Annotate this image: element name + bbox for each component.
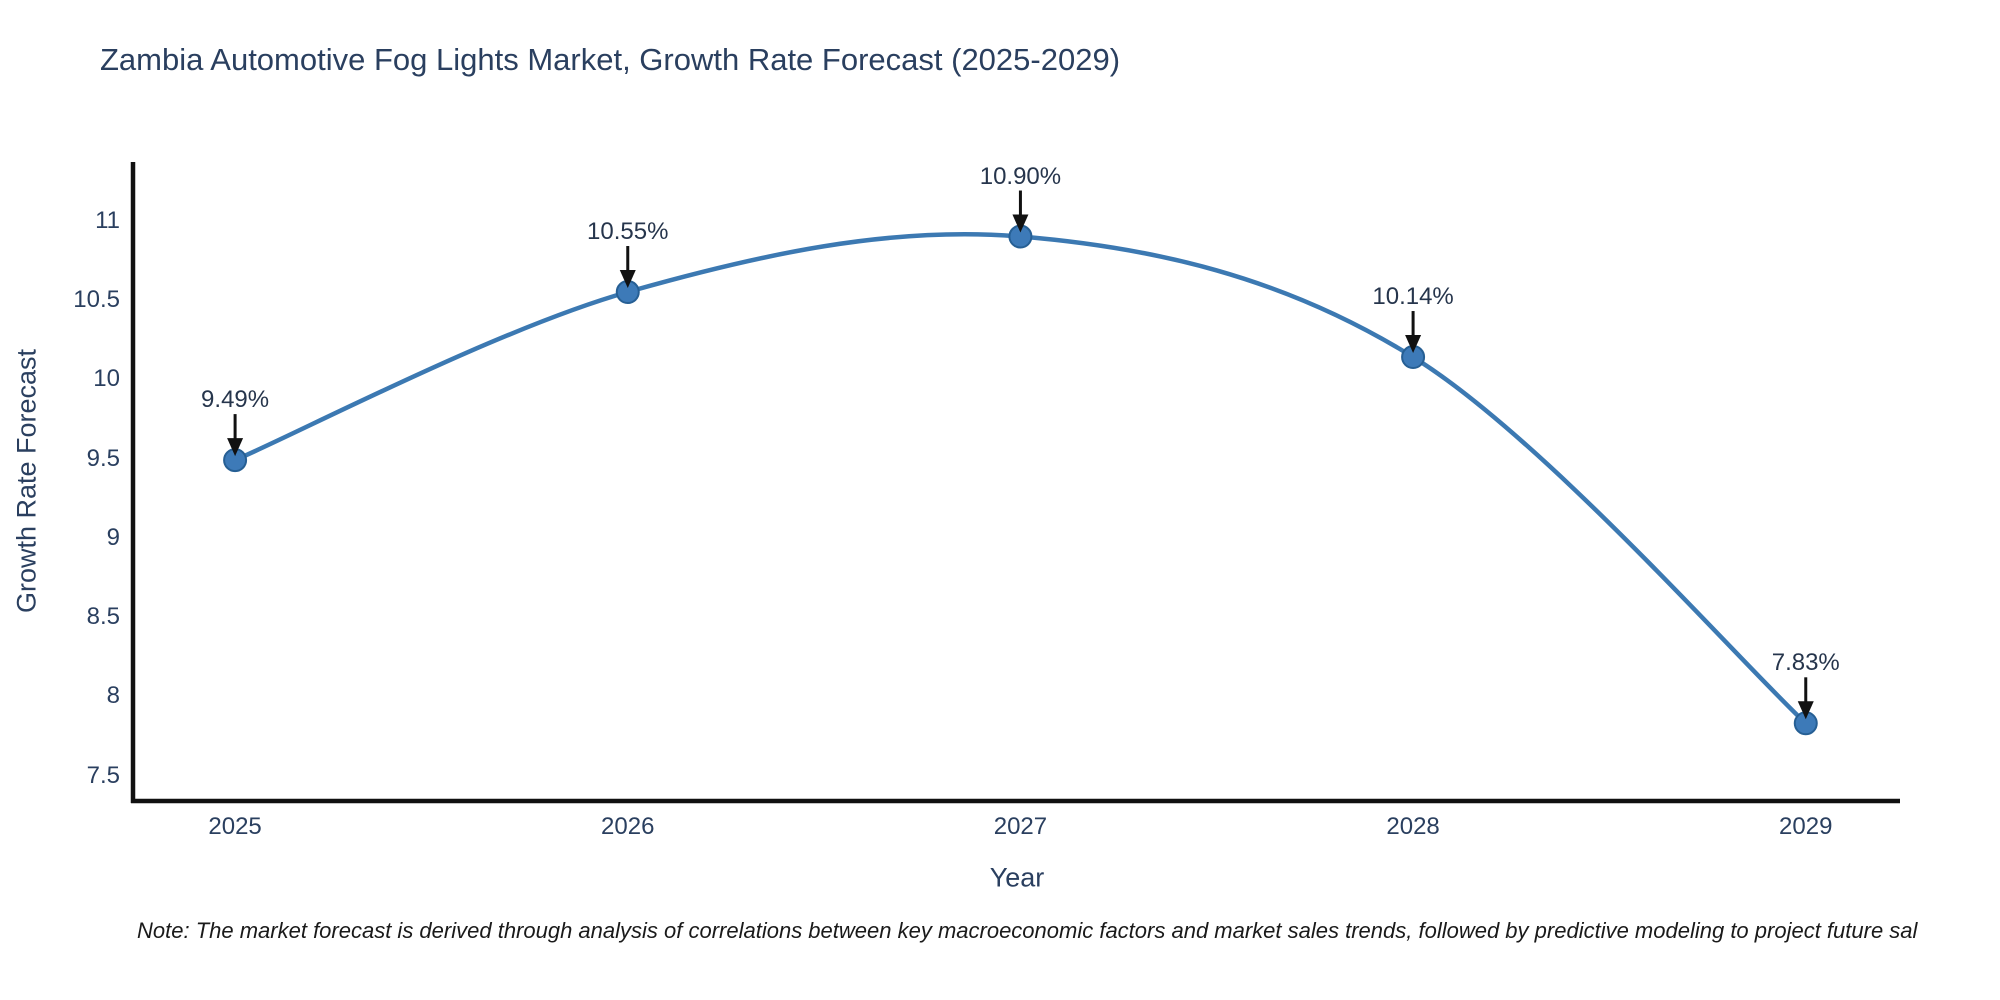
y-tick-label: 8: [106, 682, 120, 710]
data-point-label: 7.83%: [1771, 649, 1840, 677]
y-tick-label: 9: [106, 523, 120, 551]
x-tick-label: 2028: [1386, 813, 1440, 840]
x-axis-title: Year: [989, 862, 1045, 893]
annotation-arrow-head: [1405, 335, 1422, 354]
data-point-label: 10.55%: [587, 218, 669, 246]
trend-line: [232, 231, 1809, 726]
y-tick-label: 10: [93, 365, 120, 393]
x-tick-label: 2027: [993, 813, 1048, 840]
annotation-arrow-head: [1797, 701, 1814, 720]
chart-title: Zambia Automotive Fog Lights Market, Gro…: [100, 42, 1121, 77]
data-point-label: 9.49%: [201, 386, 270, 414]
x-tick-label: 2029: [1779, 813, 1833, 840]
annotation-arrow-head: [227, 438, 244, 457]
y-tick-label: 11: [95, 206, 120, 234]
y-tick-label: 7.5: [86, 761, 120, 789]
annotation-arrow-head: [1012, 214, 1029, 233]
data-point-label: 10.90%: [979, 162, 1062, 190]
footnote: Note: The market forecast is derived thr…: [137, 918, 1918, 943]
y-tick-label: 8.5: [86, 603, 120, 631]
x-tick-label: 2026: [601, 813, 655, 840]
x-tick-label: 2025: [208, 813, 262, 840]
y-tick-label: 9.5: [86, 444, 120, 472]
data-point-label: 10.14%: [1372, 283, 1454, 311]
y-tick-label: 10.5: [73, 285, 120, 313]
annotation-arrow-head: [619, 270, 636, 289]
